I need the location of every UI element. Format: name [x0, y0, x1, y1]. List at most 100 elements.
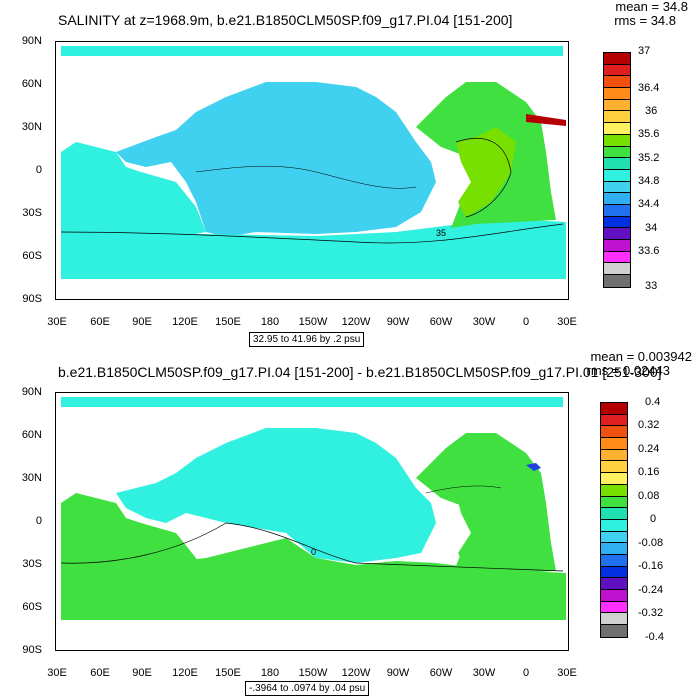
lon-label: 150E: [215, 316, 241, 328]
colorbar-label: 0.4: [645, 396, 661, 408]
lon-label: 120W: [341, 667, 371, 679]
colorbar-label: -0.32: [638, 607, 664, 619]
colorbar-label: 37: [638, 45, 651, 57]
lat-label: 30N: [21, 472, 42, 484]
map-field-svg: 35: [60, 46, 566, 279]
colorbar-label: -0.08: [638, 537, 664, 549]
colorbar-swatch: [601, 508, 627, 520]
colorbar-swatch: [601, 449, 627, 462]
pacific-region: [116, 82, 436, 237]
lon-label: 150W: [298, 316, 328, 328]
atlantic-core: [456, 127, 516, 217]
lon-label: 30W: [472, 667, 496, 679]
map-title: b.e21.B1850CLM50SP.f09_g17.PI.04 [151-20…: [58, 364, 662, 380]
contour-label: 35: [436, 228, 446, 238]
lat-label: 0: [35, 164, 42, 176]
med-region: [526, 114, 566, 126]
colorbar-label: 36.4: [638, 82, 660, 94]
lon-label: 30W: [472, 316, 496, 328]
contour-range-label: -.3964 to .0974 by .04 psu: [245, 681, 370, 696]
mean-value: mean = 34.8: [615, 0, 688, 14]
colorbar-swatch: [604, 169, 630, 182]
lon-label: 180: [260, 667, 280, 679]
colorbar-swatch: [601, 519, 627, 532]
colorbar-swatch: [601, 484, 627, 497]
colorbar-swatch: [601, 496, 627, 509]
colorbar-swatch: [604, 240, 630, 252]
colorbar-swatch: [601, 543, 627, 555]
lon-label: 90E: [132, 316, 152, 328]
lat-label: 60N: [21, 78, 42, 90]
lat-label: 30S: [22, 207, 42, 219]
contour-line: [425, 485, 502, 494]
colorbar-label: 36: [645, 105, 658, 117]
map-plot-area: 0: [55, 392, 569, 651]
lat-label: 90S: [22, 644, 42, 656]
lat-label: 60N: [21, 429, 42, 441]
colorbar-swatch: [601, 613, 627, 626]
colorbar-label: 35.2: [638, 152, 660, 164]
colorbar-swatch: [604, 275, 630, 287]
rms-value: rms = 34.8: [614, 13, 676, 28]
colorbar-label: 34: [645, 222, 658, 234]
colorbar-swatch: [601, 403, 627, 415]
colorbar-swatch: [604, 99, 630, 112]
lon-label: 150E: [215, 667, 241, 679]
contour-line: [60, 223, 564, 244]
lat-label: 60S: [22, 601, 42, 613]
lon-label: 90W: [386, 667, 410, 679]
lat-label: 90N: [21, 35, 42, 47]
lon-label: 0: [522, 667, 530, 679]
lat-label: 0: [35, 515, 42, 527]
colorbar-swatch: [601, 554, 627, 567]
colorbar-swatch: [604, 228, 630, 240]
colorbar-swatch: [601, 461, 627, 474]
colorbar-swatch: [604, 53, 630, 65]
lon-label: 90W: [386, 316, 410, 328]
colorbar-swatch: [604, 88, 630, 100]
lon-label: 60E: [90, 316, 110, 328]
colorbar-label: 34.4: [638, 198, 660, 210]
colorbar-label: 35.6: [638, 128, 660, 140]
lon-label: 0: [522, 316, 530, 328]
med-region: [526, 463, 541, 471]
colorbar-label: 33: [645, 280, 658, 292]
lon-label: 60W: [429, 316, 453, 328]
colorbar-swatch: [604, 146, 630, 159]
colorbar-swatch: [604, 64, 630, 77]
contour-line: [195, 165, 417, 189]
colorbar-label: -0.4: [645, 631, 664, 643]
lon-label: 30E: [557, 316, 577, 328]
colorbar-swatch: [601, 625, 627, 637]
lon-label: 30E: [47, 316, 67, 328]
atlantic-core: [456, 478, 516, 568]
colorbar: [603, 52, 631, 288]
colorbar-swatch: [601, 531, 627, 544]
colorbar-swatch: [601, 426, 627, 439]
colorbar-swatch: [604, 204, 630, 217]
colorbar-swatch: [604, 181, 630, 194]
colorbar-swatch: [604, 251, 630, 264]
colorbar-swatch: [601, 566, 627, 579]
lon-label: 150W: [298, 667, 328, 679]
lon-label: 90E: [132, 667, 152, 679]
colorbar-label: 0.24: [638, 443, 660, 455]
colorbar-swatch: [604, 158, 630, 170]
lat-label: 30S: [22, 558, 42, 570]
lon-label: 30E: [47, 667, 67, 679]
map-plot-area: 35: [55, 41, 569, 300]
lon-label: 120E: [172, 316, 198, 328]
mean-value: mean = 0.003942: [590, 349, 692, 364]
contour-line: [60, 522, 564, 572]
colorbar-label: 33.6: [638, 245, 660, 257]
rms-value: rms = 0.02443: [586, 363, 670, 378]
colorbar-label: 0: [650, 513, 657, 525]
lat-label: 90S: [22, 293, 42, 305]
colorbar-label: 34.8: [638, 175, 660, 187]
colorbar-label: -0.16: [638, 560, 664, 572]
colorbar-label: 0.16: [638, 466, 660, 478]
colorbar-swatch: [601, 438, 627, 450]
colorbar-label: 0.08: [638, 490, 660, 502]
southern-region: [61, 538, 566, 620]
colorbar-swatch: [601, 578, 627, 590]
